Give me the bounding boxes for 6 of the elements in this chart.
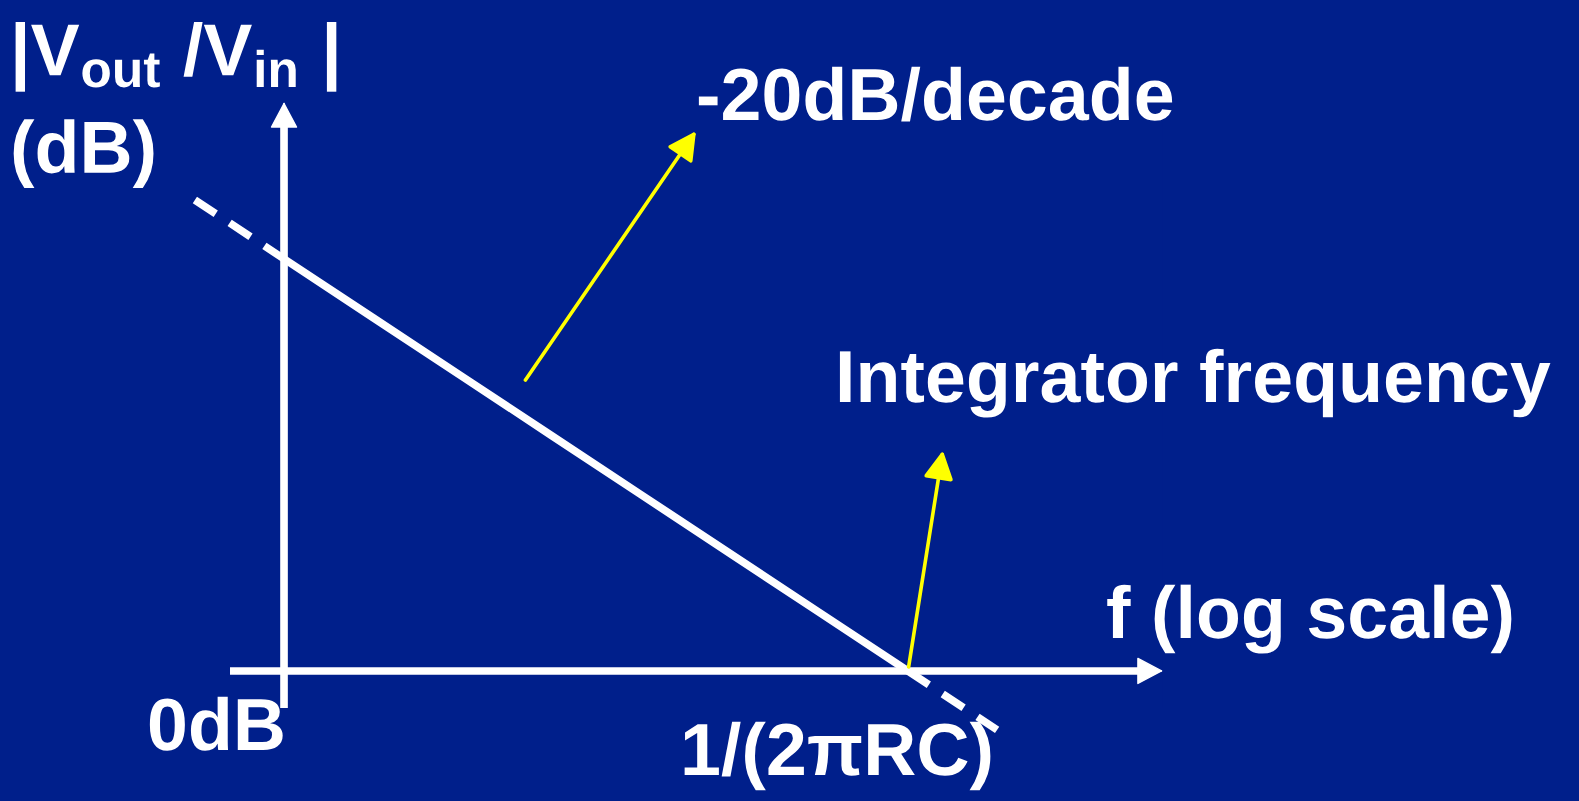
x-axis-title: f (log scale)	[1107, 584, 1512, 654]
annotation: 1/(2πRC)	[684, 721, 991, 791]
annotation: 0dB	[149, 696, 283, 751]
text: |V$_{out}$ /V$_{in}$ | (dB)	[13, 22, 337, 188]
text: -20dB/decade	[698, 66, 1173, 122]
annotation: Integrator frequency	[839, 348, 1551, 418]
